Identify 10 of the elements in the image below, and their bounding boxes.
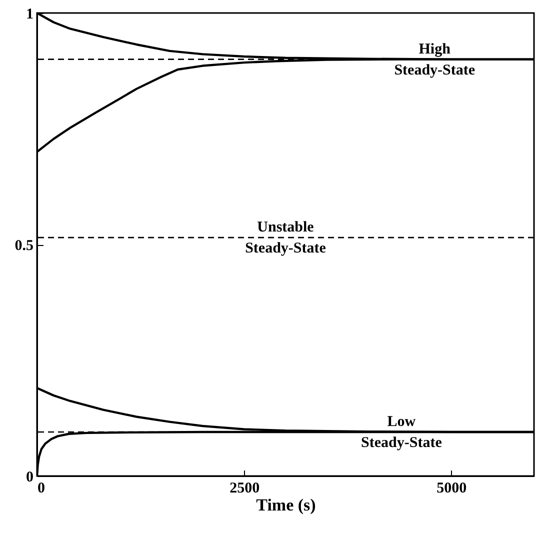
y-tick-label: 0.5 bbox=[14, 238, 34, 254]
annotation: Low Steady-State bbox=[361, 414, 442, 452]
y-tick-label: 0 bbox=[26, 470, 34, 486]
annotation: Unstable Steady-State bbox=[245, 220, 326, 257]
x-tick-label: 2500 bbox=[230, 480, 260, 496]
annotation: High Steady-State bbox=[394, 41, 476, 78]
y-tick-label: 1 bbox=[26, 6, 34, 22]
x-tick-label: 0 bbox=[38, 480, 45, 496]
x-axis-title: Time (s) bbox=[256, 496, 316, 514]
x-tick-label: 5000 bbox=[436, 480, 467, 496]
